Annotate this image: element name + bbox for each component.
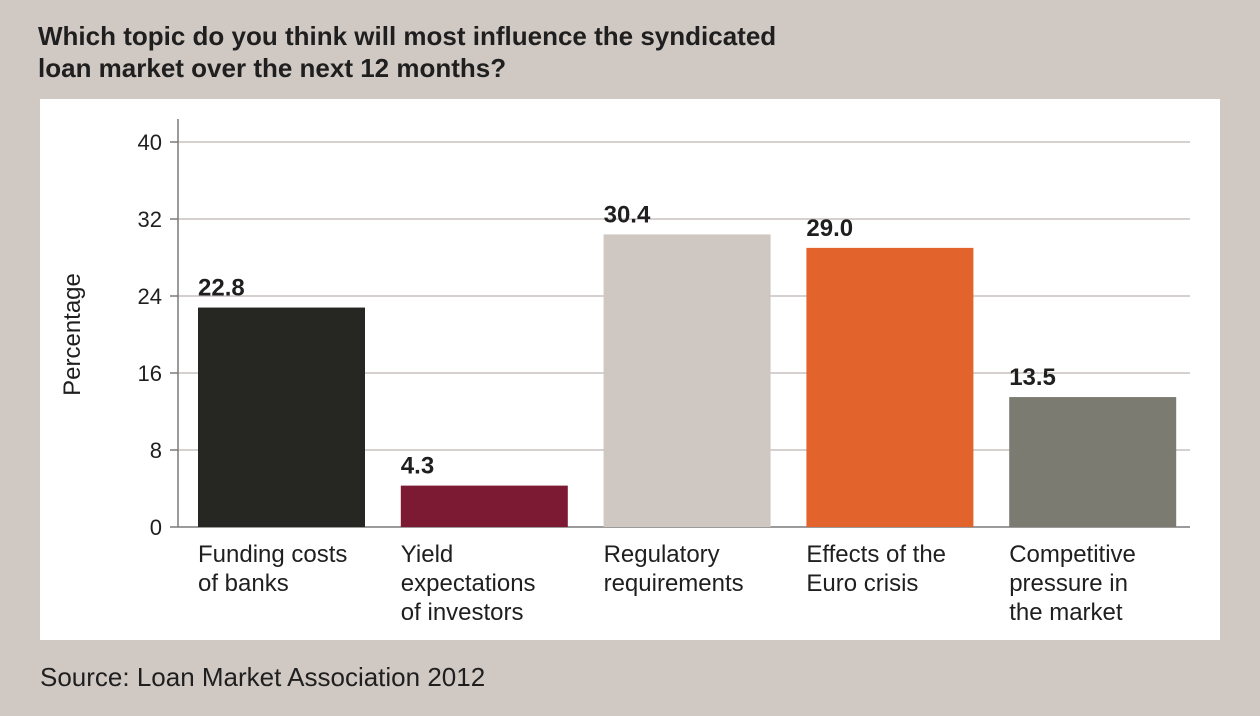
category-label-line: Effects of the <box>806 541 946 568</box>
category-label-3: Regulatory requirements <box>604 541 744 597</box>
category-label-line: the market <box>1009 599 1123 626</box>
bar-3 <box>603 234 771 527</box>
category-label-1: Funding costs of banks <box>198 541 347 597</box>
y-tick-label: 40 <box>138 130 162 155</box>
y-tick-label: 16 <box>138 361 162 386</box>
category-label-line: Regulatory <box>604 541 720 568</box>
category-label-line: of banks <box>198 570 289 597</box>
category-label-4: Effects of the Euro crisis <box>806 541 946 597</box>
category-label-2: Yield expectations of investors <box>401 541 536 626</box>
category-label-line: Yield <box>401 541 453 568</box>
value-label-2: 4.3 <box>401 453 434 480</box>
y-tick-label: 0 <box>150 515 162 540</box>
category-label-line: Funding costs <box>198 541 347 568</box>
value-label-4: 29.0 <box>806 215 853 242</box>
chart-title: Which topic do you think will most influ… <box>38 20 938 84</box>
bar-1 <box>198 307 365 527</box>
source-note: Source: Loan Market Association 2012 <box>40 662 486 692</box>
category-label-line: expectations <box>401 570 536 597</box>
y-tick-label: 8 <box>150 438 162 463</box>
chart-title-line-2: loan market over the next 12 months? <box>38 53 507 83</box>
category-label-line: pressure in <box>1009 570 1128 597</box>
bar-2 <box>400 485 568 527</box>
category-label-line: Competitive <box>1009 541 1136 568</box>
category-label-line: Euro crisis <box>806 570 918 597</box>
category-label-line: requirements <box>604 570 744 597</box>
y-tick-label: 24 <box>138 284 162 309</box>
value-label-3: 30.4 <box>604 201 651 228</box>
y-axis-label: Percentage <box>59 273 86 396</box>
value-label-1: 22.8 <box>198 275 245 302</box>
bar-4 <box>806 247 974 527</box>
value-label-5: 13.5 <box>1009 364 1056 391</box>
category-label-line: of investors <box>401 599 524 626</box>
bar-5 <box>1009 397 1177 527</box>
chart-title-line-1: Which topic do you think will most influ… <box>38 21 777 51</box>
chart-panel: 0 8 16 24 32 40 Percentage 22.8 Funding costs of … <box>40 99 1220 640</box>
category-label-5: Competitive pressure in the market <box>1009 541 1136 626</box>
y-tick-label: 32 <box>138 207 162 232</box>
